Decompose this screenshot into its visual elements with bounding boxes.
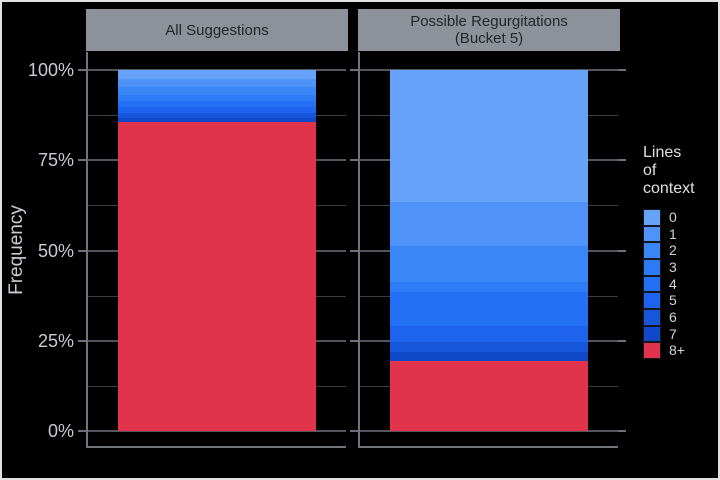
plot-area-all-suggestions xyxy=(78,52,346,448)
bar-segment-5-lines xyxy=(118,107,316,113)
bar-segment-2-lines xyxy=(118,87,316,95)
bar-segment-8+-lines xyxy=(390,360,588,431)
legend-item-6: 6 xyxy=(643,308,720,326)
bar-segment-7-lines xyxy=(390,352,588,361)
bar-segment-3-lines xyxy=(118,94,316,102)
legend-item-5: 5 xyxy=(643,292,720,309)
gridline-major xyxy=(88,430,346,432)
stacked-bar xyxy=(390,70,588,431)
legend-label: 2 xyxy=(669,242,677,259)
legend-swatch-0 xyxy=(643,209,661,226)
axis-tick xyxy=(350,249,358,252)
legend-item-2: 2 xyxy=(643,242,720,259)
y-axis-tick-labels: 0% 25% 50% 75% 100% xyxy=(0,0,76,480)
facet-header-label: All Suggestions xyxy=(165,21,269,39)
facet-panel-possible-regurgitations: Possible Regurgitations (Bucket 5) xyxy=(350,0,626,480)
legend-swatch-4 xyxy=(643,275,661,293)
bar-segment-6-lines xyxy=(118,112,316,118)
bar-segment-6-lines xyxy=(390,342,588,353)
axis-tick xyxy=(618,249,626,252)
facet-header-all-suggestions: All Suggestions xyxy=(86,9,348,51)
y-tick-label: 25% xyxy=(37,330,74,351)
legend-label: 6 xyxy=(669,308,677,325)
facet-header-label: Possible Regurgitations (Bucket 5) xyxy=(410,13,568,47)
legend-swatch-1 xyxy=(643,225,661,243)
legend-items: 0 1 2 3 4 5 6 7 8+ xyxy=(643,209,720,359)
legend-label: 7 xyxy=(669,325,677,342)
legend-swatch-2 xyxy=(643,242,661,259)
axis-tick xyxy=(350,430,358,432)
legend-label: 1 xyxy=(669,225,677,242)
legend-item-1: 1 xyxy=(643,225,720,243)
axis-tick xyxy=(78,159,86,162)
y-tick-label: 0% xyxy=(47,421,74,441)
legend-item-8+: 8+ xyxy=(643,342,720,359)
bar-segment-4-lines xyxy=(118,101,316,108)
legend-item-7: 7 xyxy=(643,325,720,343)
axis-tick xyxy=(618,159,626,162)
legend-swatch-3 xyxy=(643,258,661,276)
y-tick-label: 50% xyxy=(37,240,74,261)
legend-label: 5 xyxy=(669,292,677,309)
axis-tick xyxy=(78,430,86,432)
legend-swatch-6 xyxy=(643,308,661,326)
bar-segment-3-lines xyxy=(390,282,588,293)
bar-segment-7-lines xyxy=(118,117,316,122)
bar-segment-5-lines xyxy=(390,326,588,343)
legend-label: 3 xyxy=(669,258,677,275)
bar-segment-4-lines xyxy=(390,292,588,327)
legend-item-0: 0 xyxy=(643,209,720,226)
legend-label: 0 xyxy=(669,209,677,225)
axis-tick xyxy=(618,69,626,71)
axis-tick xyxy=(78,249,86,252)
bar-segment-0-lines xyxy=(390,70,588,203)
legend-label: 8+ xyxy=(669,342,685,359)
axis-tick xyxy=(78,339,86,342)
gridline-major xyxy=(360,430,618,432)
axis-tick xyxy=(618,339,626,342)
axis-tick xyxy=(350,159,358,162)
axis-tick xyxy=(618,430,626,432)
axis-tick xyxy=(350,69,358,71)
legend-label: 4 xyxy=(669,275,677,292)
legend-swatch-8+ xyxy=(643,342,661,359)
legend-swatch-7 xyxy=(643,325,661,343)
legend: Lines of context 0 1 2 3 4 5 6 7 8+ xyxy=(643,144,720,359)
plot-area-possible-regurgitations xyxy=(350,52,626,448)
axis-tick xyxy=(78,69,86,71)
legend-item-3: 3 xyxy=(643,258,720,276)
bar-segment-2-lines xyxy=(390,246,588,283)
legend-title: Lines of context xyxy=(643,144,695,197)
bar-segment-0-lines xyxy=(118,70,316,80)
y-tick-label: 100% xyxy=(27,60,74,80)
bar-segment-1-lines xyxy=(118,79,316,88)
axis-tick xyxy=(350,339,358,342)
bar-segment-8+-lines xyxy=(118,121,316,431)
y-tick-label: 75% xyxy=(37,150,74,171)
legend-swatch-5 xyxy=(643,292,661,309)
facet-panel-all-suggestions: All Suggestions xyxy=(78,0,348,480)
stacked-bar xyxy=(118,70,316,431)
bar-segment-1-lines xyxy=(390,202,588,247)
facet-header-possible-regurgitations: Possible Regurgitations (Bucket 5) xyxy=(358,9,620,51)
legend-item-4: 4 xyxy=(643,275,720,293)
